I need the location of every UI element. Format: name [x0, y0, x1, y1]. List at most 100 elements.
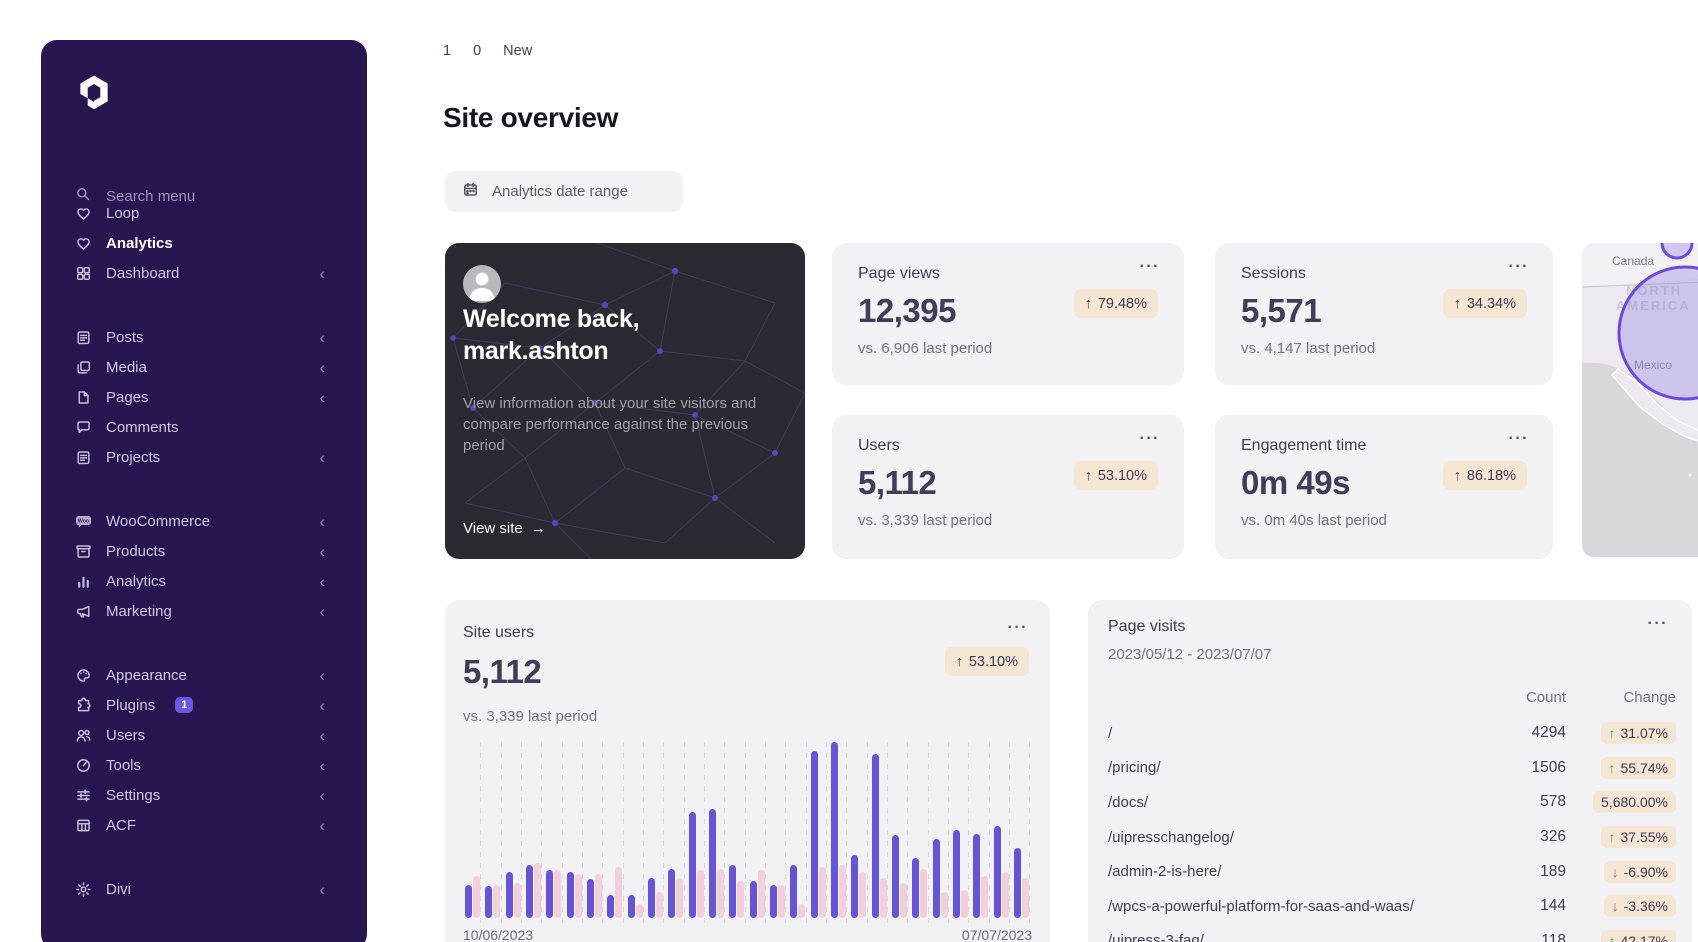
chart-bar-group [870, 742, 890, 928]
chart-start-date: 10/06/2023 [463, 927, 534, 942]
sidebar-item-media[interactable]: Media ‹ [41, 352, 367, 382]
search-input[interactable] [104, 187, 304, 206]
sidebar-item-comments[interactable]: Comments [41, 412, 367, 442]
visit-count: 1506 [1531, 758, 1566, 776]
chart-bar-group [809, 742, 829, 928]
sidebar-item-dashboard[interactable]: Dashboard ‹ [41, 258, 367, 288]
sidebar-item-users[interactable]: Users ‹ [41, 720, 367, 750]
chart-bar-group [463, 742, 483, 928]
gridline [907, 742, 909, 928]
gridline [805, 742, 807, 928]
sidebar-item-label: WooCommerce [106, 512, 210, 530]
table-row[interactable]: /wpcs-a-powerful-platform-for-saas-and-w… [1108, 889, 1676, 924]
page-visits-date-range: 2023/05/12 - 2023/07/07 [1108, 646, 1272, 663]
view-site-link[interactable]: View site → [463, 520, 546, 537]
table-row[interactable]: / 4294 ↑ 31.07% [1108, 716, 1676, 751]
gridline [927, 742, 929, 928]
sidebar-item-loop[interactable]: Loop [41, 198, 367, 228]
page-path[interactable]: /uipress-3-faq/ [1108, 932, 1204, 942]
previous-period-bar [493, 884, 501, 918]
previous-period-bar [777, 884, 785, 918]
chart-bar-group [971, 742, 991, 928]
current-period-bar [688, 812, 696, 918]
people-icon [75, 727, 92, 744]
topbar-new-button[interactable]: New [503, 43, 533, 59]
current-period-bar [566, 872, 574, 918]
site-users-change-badge: ↑ 53.10% [944, 647, 1029, 676]
chart-bar-group [585, 742, 605, 928]
page-path[interactable]: /pricing/ [1108, 759, 1161, 777]
column-header-count: Count [1525, 688, 1566, 706]
current-period-bar [647, 877, 655, 918]
sidebar-item-analytics[interactable]: Analytics ‹ [41, 566, 367, 596]
table-header-row: Count Change [1108, 682, 1676, 712]
previous-period-bar [533, 863, 541, 918]
page-path[interactable]: /uipresschangelog/ [1108, 828, 1234, 846]
table-row[interactable]: /docs/578 5,680.00% [1108, 785, 1676, 820]
change-badge: ↓ -3.36% [1603, 895, 1676, 918]
gridline [541, 742, 543, 928]
sidebar-item-plugins[interactable]: Plugins 1 ‹ [41, 690, 367, 720]
more-menu-icon[interactable]: ··· [1139, 258, 1160, 275]
stat-change-badge: ↑ 79.48% [1073, 289, 1158, 318]
sidebar-item-label: Marketing [106, 602, 172, 620]
sidebar-nav: Loop Analytics Dashboard ‹ Posts ‹ Media ‹ Pages… [41, 198, 367, 938]
chart-end-date: 07/07/2023 [961, 927, 1032, 942]
more-menu-icon[interactable]: ··· [1139, 430, 1160, 447]
stat-title: Engagement time [1241, 437, 1367, 454]
heart-icon [75, 235, 92, 252]
sidebar-item-posts[interactable]: Posts ‹ [41, 322, 367, 352]
more-menu-icon[interactable]: ··· [1007, 619, 1028, 636]
doc-icon [75, 329, 92, 346]
more-menu-icon[interactable]: ··· [1647, 615, 1668, 632]
stat-change-badge: ↑ 86.18% [1442, 461, 1527, 490]
previous-period-bar [554, 870, 562, 918]
sidebar-item-woocommerce[interactable]: Woo WooCommerce ‹ [41, 506, 367, 536]
heart-icon [75, 205, 92, 222]
sidebar-item-divi[interactable]: Divi ‹ [41, 874, 367, 904]
stat-compare: vs. 6,906 last period [858, 340, 993, 357]
table-row[interactable]: /uipress-3-faq/118 ↑ 42.17% [1108, 924, 1676, 942]
sidebar-item-analytics[interactable]: Analytics [41, 228, 367, 258]
table-row[interactable]: /pricing/1506 ↑ 55.74% [1108, 751, 1676, 786]
sidebar-item-projects[interactable]: Projects ‹ [41, 442, 367, 472]
sidebar-item-settings[interactable]: Settings ‹ [41, 780, 367, 810]
table-row[interactable]: /uipresschangelog/326 ↑ 37.55% [1108, 820, 1676, 855]
gridline [846, 742, 848, 928]
table-icon [75, 817, 92, 834]
change-cell: ↓ -6.90% [1580, 860, 1676, 883]
chart-bar-group [951, 742, 971, 928]
stat-compare: vs. 3,339 last period [858, 512, 993, 529]
more-menu-icon[interactable]: ··· [1508, 258, 1529, 275]
analytics-date-range-button[interactable]: Analytics date range [445, 171, 683, 212]
sidebar-item-pages[interactable]: Pages ‹ [41, 382, 367, 412]
previous-period-bar [818, 866, 826, 918]
page-path[interactable]: / [1108, 724, 1113, 742]
gridline [581, 742, 583, 928]
map-bubble-small [1660, 243, 1694, 260]
previous-period-bar [960, 889, 968, 918]
chevron-left-icon: ‹ [319, 357, 325, 377]
more-menu-icon[interactable]: ··· [1508, 430, 1529, 447]
sidebar-item-appearance[interactable]: Appearance ‹ [41, 660, 367, 690]
topbar-updates-count[interactable]: 1 [443, 43, 452, 59]
page-path[interactable]: /docs/ [1108, 793, 1149, 811]
topbar-comments-count[interactable]: 0 [473, 43, 482, 59]
sidebar-item-label: Pages [106, 388, 149, 406]
sidebar-item-products[interactable]: Products ‹ [41, 536, 367, 566]
admin-topbar: 1 0 New [443, 43, 532, 59]
chart-bar-group [504, 742, 524, 928]
page-path[interactable]: /admin-2-is-here/ [1108, 863, 1222, 881]
sidebar-item-marketing[interactable]: Marketing ‹ [41, 596, 367, 626]
update-count-badge: 1 [175, 697, 194, 713]
sidebar-item-label: Divi [106, 880, 131, 898]
previous-period-bar [676, 877, 684, 918]
chart-bar-group [910, 742, 930, 928]
media-icon [75, 359, 92, 376]
sidebar-item-acf[interactable]: ACF ‹ [41, 810, 367, 840]
current-period-bar [952, 830, 960, 918]
sessions-map-card: Canada NORTH AMERICA Mexico [1582, 243, 1698, 557]
sidebar-item-tools[interactable]: Tools ‹ [41, 750, 367, 780]
table-row[interactable]: /admin-2-is-here/189 ↓ -6.90% [1108, 854, 1676, 889]
page-path[interactable]: /wpcs-a-powerful-platform-for-saas-and-w… [1108, 897, 1414, 915]
